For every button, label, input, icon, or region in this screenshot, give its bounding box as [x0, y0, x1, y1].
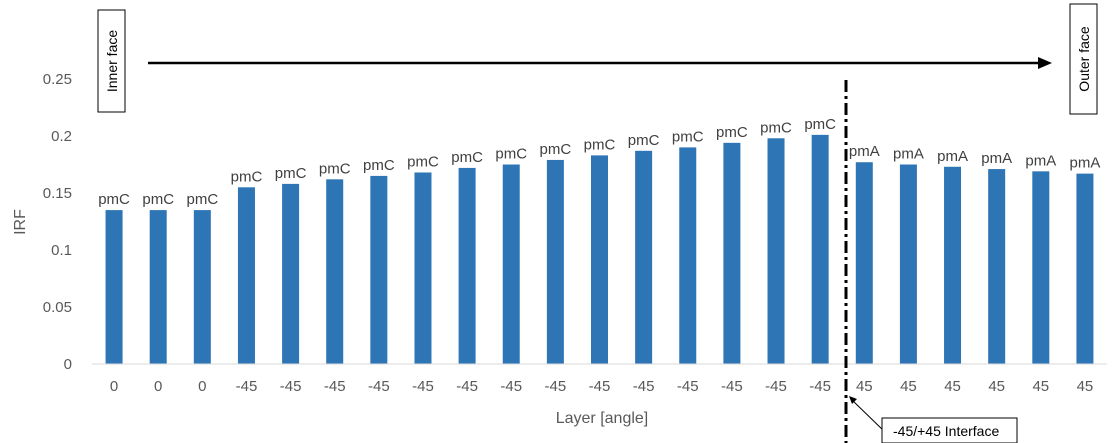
bar-data-label: pmC	[628, 132, 660, 149]
x-tick-label: 45	[856, 378, 873, 395]
interface-callout-pointer	[851, 399, 886, 433]
inner-face-label: Inner face	[104, 30, 120, 92]
bar	[458, 167, 476, 364]
bar	[635, 150, 653, 364]
x-tick-label: -45	[765, 378, 787, 395]
x-axis-ticks: 0 0 0 -45 -45 -45 -45 -45 -45 -45 -45 -45 -45 -45 -45 -…	[110, 378, 1093, 395]
bar	[855, 162, 873, 364]
bars	[105, 134, 1094, 364]
x-tick-label: -45	[721, 378, 743, 395]
y-tick-label: 0.25	[43, 71, 72, 88]
x-tick-label: 45	[900, 378, 917, 395]
bar-data-label: pmC	[451, 149, 483, 166]
x-tick-label: -45	[324, 378, 346, 395]
direction-arrow-head	[1038, 57, 1052, 69]
bar-data-label: pmA	[893, 146, 924, 163]
bar	[679, 147, 697, 364]
bar	[237, 187, 255, 364]
interface-callout-label: -45/+45 Interface	[893, 423, 999, 439]
y-axis-title: IRF	[12, 209, 29, 235]
bar-data-label: pmC	[540, 141, 572, 158]
bar	[767, 138, 785, 364]
x-tick-label: 0	[110, 378, 118, 395]
bar	[1076, 173, 1094, 364]
bar-data-label: pmA	[1070, 155, 1101, 172]
bar	[193, 210, 211, 364]
data-labels: pmC pmC pmC pmC pmC pmC pmC pmC pmC pmC pmC pmC pmC p…	[98, 116, 1100, 208]
x-tick-label: -45	[809, 378, 831, 395]
x-tick-label: -45	[633, 378, 655, 395]
x-tick-label: -45	[280, 378, 302, 395]
bar-data-label: pmA	[849, 143, 880, 160]
x-tick-label: 45	[988, 378, 1005, 395]
bar-data-label: pmC	[584, 136, 616, 153]
outer-face-box	[1069, 3, 1098, 115]
bar-data-label: pmC	[275, 165, 307, 182]
bar-data-label: pmC	[186, 191, 218, 208]
bar-data-label: pmC	[142, 191, 174, 208]
bar-data-label: pmA	[981, 150, 1012, 167]
x-tick-label: -45	[236, 378, 258, 395]
interface-callout-box	[881, 417, 1018, 443]
bar	[591, 155, 608, 364]
x-tick-label: 0	[198, 378, 206, 395]
x-tick-label: -45	[589, 378, 611, 395]
x-axis-title: Layer [angle]	[556, 410, 649, 427]
bar	[988, 169, 1006, 364]
y-tick-label: 0.2	[51, 128, 72, 145]
x-tick-label: -45	[500, 378, 522, 395]
bar-data-label: pmC	[495, 146, 527, 163]
inner-face-box	[97, 9, 126, 113]
y-tick-label: 0.1	[51, 242, 72, 259]
bar-data-label: pmC	[672, 128, 704, 145]
y-tick-label: 0	[64, 356, 72, 373]
bar	[414, 172, 432, 364]
y-axis-ticks: 0 0.05 0.1 0.15 0.2 0.25	[43, 71, 72, 373]
outer-face-label: Outer face	[1076, 26, 1092, 92]
bar-data-label: pmC	[319, 160, 351, 177]
bar	[723, 142, 741, 364]
bar	[1032, 171, 1050, 364]
bar-data-label: pmA	[1025, 152, 1056, 169]
x-tick-label: -45	[456, 378, 478, 395]
bar-data-label: pmC	[760, 119, 792, 136]
x-tick-label: -45	[677, 378, 699, 395]
x-tick-label: 0	[154, 378, 162, 395]
bar	[899, 164, 917, 364]
bar-data-label: pmC	[407, 153, 439, 170]
bar-data-label: pmC	[363, 157, 395, 174]
x-tick-label: 45	[1032, 378, 1049, 395]
x-tick-label: -45	[412, 378, 434, 395]
bar	[811, 134, 829, 364]
bar-data-label: pmC	[716, 124, 748, 141]
bar	[282, 183, 300, 364]
bar	[546, 159, 564, 364]
x-tick-label: -45	[368, 378, 390, 395]
bar	[502, 164, 520, 364]
x-tick-label: 45	[1077, 378, 1094, 395]
bar	[370, 175, 388, 364]
bar	[944, 166, 962, 364]
bar-data-label: pmC	[804, 116, 836, 133]
bar	[105, 210, 123, 364]
x-tick-label: -45	[545, 378, 567, 395]
x-tick-label: 45	[944, 378, 961, 395]
bar-data-label: pmA	[937, 148, 968, 165]
interface-callout-arrowhead	[849, 396, 857, 404]
bar	[149, 210, 167, 364]
bar-data-label: pmC	[98, 191, 130, 208]
y-tick-label: 0.15	[43, 185, 72, 202]
bar-data-label: pmC	[231, 168, 263, 185]
y-tick-label: 0.05	[43, 299, 72, 316]
bar	[326, 179, 344, 364]
